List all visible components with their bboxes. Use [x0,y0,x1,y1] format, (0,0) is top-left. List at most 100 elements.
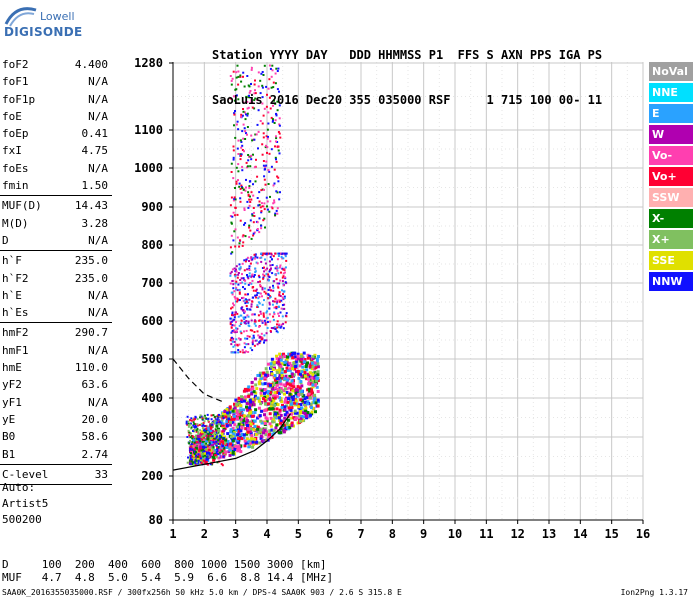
echo-point [267,122,270,125]
echo-point [258,200,261,203]
echo-point [259,120,262,122]
echo-point [281,423,285,427]
echo-point [254,133,257,136]
echo-point [196,457,200,461]
echo-point [276,299,279,302]
echo-point [262,252,265,255]
echo-point [232,211,235,214]
echo-point [244,282,247,285]
echo-point [288,361,292,365]
echo-point [272,104,274,107]
echo-point [233,197,236,200]
y-tick-label: 500 [141,352,163,366]
echo-point [222,446,226,450]
echo-point [306,361,309,365]
echo-point [229,420,233,424]
echo-point [251,442,255,446]
echo-point [267,382,271,386]
echo-point [209,441,213,445]
echo-point [188,431,191,434]
echo-point [299,354,303,358]
legend-item-vo: Vo- [649,146,693,165]
echo-point [259,280,261,283]
param-value: N/A [88,306,108,320]
echo-point [265,85,268,88]
echo-point [272,81,275,84]
echo-point [260,211,263,214]
echo-point [249,90,252,92]
echo-point [195,449,198,452]
echo-point [251,440,255,444]
echo-point [235,76,238,79]
legend-item-nne: NNE [649,83,693,102]
echo-point [285,259,288,262]
echo-point [278,104,281,107]
echo-point [233,437,236,441]
logo-line1: Lowell [40,10,75,23]
echo-point [244,293,247,296]
echo-point [238,182,241,185]
echo-point [249,262,252,265]
echo-point [202,448,205,451]
echo-point [278,368,282,372]
echo-point [216,431,219,433]
echo-point [274,214,277,217]
echo-point [316,365,320,369]
param-value: 290.7 [74,326,108,340]
echo-point [260,332,263,335]
echo-point [268,286,271,289]
echo-point [262,164,265,167]
echo-point [253,411,257,414]
echo-point [282,293,284,296]
echo-point [242,188,245,191]
echo-point [236,400,240,404]
echo-point [313,374,317,378]
echo-point [260,256,263,259]
echo-point [236,425,239,429]
echo-point [231,351,234,354]
echo-point [266,327,269,329]
echo-point [187,424,190,427]
echo-point [234,110,236,112]
echo-point [214,421,218,425]
echo-point [239,239,241,242]
echo-point [241,149,244,151]
echo-point [208,446,212,450]
echo-point [235,411,239,415]
echo-point [272,286,275,289]
echo-point [238,343,241,346]
echo-point [253,274,256,276]
echo-point [280,406,284,409]
echo-point [309,402,313,406]
echo-point [294,402,298,406]
echo-point [273,375,277,379]
echo-point [259,428,263,432]
echo-point [290,421,294,425]
echo-point [268,296,271,299]
param-label: h`E [2,288,22,302]
echo-point [201,441,205,444]
echo-point [279,419,283,423]
echo-point [230,291,233,294]
echo-point [274,156,277,159]
echo-point [234,343,237,346]
echo-point [281,257,284,260]
echo-point [245,343,248,346]
echo-point [245,437,249,441]
y-tick-label: 1000 [134,161,163,175]
echo-point [232,414,236,418]
echo-point [285,387,289,391]
echo-point [258,231,261,234]
echo-point [267,111,270,114]
echo-point [256,228,259,230]
echo-point [256,306,259,308]
echo-point [279,295,282,297]
echo-point [271,394,275,398]
echo-point [274,297,277,300]
echo-point [257,147,259,150]
echo-point [270,428,274,432]
echo-point [268,252,271,255]
echo-point [278,378,282,382]
echo-point [247,320,250,323]
echo-point [245,132,247,135]
